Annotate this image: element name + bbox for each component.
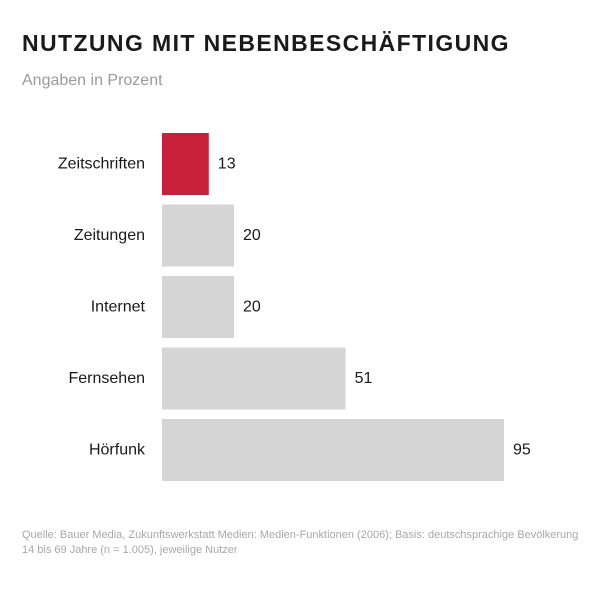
value-label: 95 (513, 442, 531, 459)
category-label: Internet (91, 299, 146, 316)
value-label: 51 (355, 370, 373, 387)
category-label: Fernsehen (69, 370, 146, 387)
bar-fernsehen (162, 347, 346, 410)
bar-hörfunk (162, 419, 504, 481)
category-label: Hörfunk (89, 442, 146, 459)
category-label: Zeitungen (74, 227, 145, 244)
bar-internet (162, 276, 234, 338)
chart-subtitle: Angaben in Prozent (22, 72, 163, 89)
bar-zeitungen (162, 204, 234, 267)
value-label: 13 (218, 156, 236, 173)
value-label: 20 (243, 299, 261, 316)
bar-chart: Zeitschriften 13 Zeitungen 20 Internet 20 Fern… (58, 133, 531, 481)
chart-title: NUTZUNG MIT NEBENBESCHÄFTIGUNG (22, 30, 510, 56)
category-label: Zeitschriften (58, 156, 145, 173)
source-footnote: Quelle: Bauer Media, Zukunftswerkstatt M… (22, 529, 579, 556)
value-label: 20 (243, 227, 261, 244)
bar-zeitschriften (162, 133, 209, 195)
